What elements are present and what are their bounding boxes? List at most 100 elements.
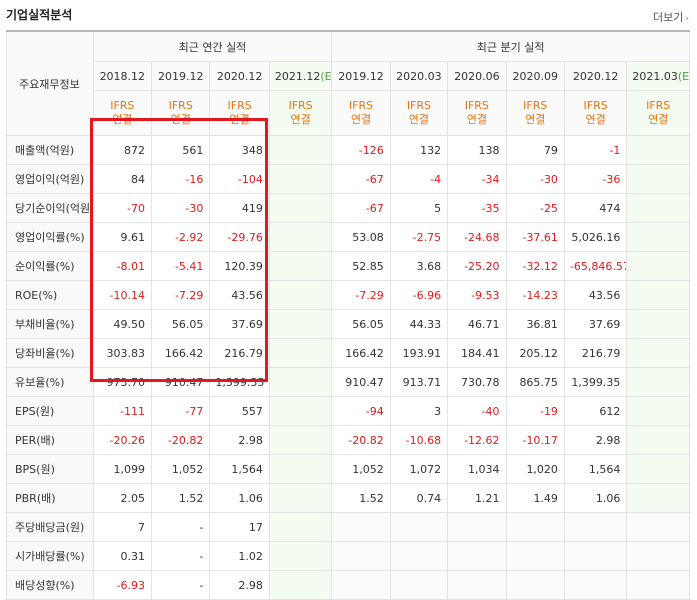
- table-cell: 561: [151, 135, 211, 165]
- table-cell: -30: [505, 164, 565, 194]
- table-cell: 36.81: [505, 309, 565, 339]
- table-cell: -36: [563, 164, 628, 194]
- table-cell: 1,564: [209, 454, 270, 484]
- table-cell: -: [151, 570, 211, 600]
- row-label: 유보율(%): [6, 367, 94, 397]
- table-cell: [626, 570, 690, 600]
- table-cell: -111: [92, 396, 153, 426]
- more-label: 더보기: [653, 11, 684, 24]
- table-cell: [268, 135, 333, 165]
- table-cell: -2.75: [389, 222, 449, 252]
- table-cell: [626, 512, 690, 542]
- period-header: 2020.06: [447, 61, 507, 91]
- row-label: 배당성향(%): [6, 570, 94, 600]
- table-cell: -77: [151, 396, 211, 426]
- table-cell: -5.41: [151, 251, 211, 281]
- table-cell: 5: [389, 193, 449, 223]
- table-cell: [268, 309, 333, 339]
- table-cell: -37.61: [505, 222, 565, 252]
- table-cell: -29.76: [209, 222, 270, 252]
- row-label: BPS(원): [6, 454, 94, 484]
- row-label: 부채비율(%): [6, 309, 94, 339]
- table-cell: 9.61: [92, 222, 153, 252]
- row-label: 매출액(억원): [6, 135, 94, 165]
- table-row: 순이익률(%) -8.01 -5.41 120.39 52.85 3.68 -25.20 -3…: [6, 251, 690, 281]
- table-cell: -20.82: [331, 425, 391, 455]
- table-cell: -10.17: [505, 425, 565, 455]
- row-label: 영업이익률(%): [6, 222, 94, 252]
- table-cell: 1,564: [563, 454, 628, 484]
- row-header-label: 주요재무정보: [6, 30, 94, 136]
- table-cell: 132: [389, 135, 449, 165]
- estimate-marker: (E): [320, 69, 332, 83]
- table-cell: 348: [209, 135, 270, 165]
- table-row: 주당배당금(원) 7-17: [6, 512, 690, 542]
- row-label: PER(배): [6, 425, 94, 455]
- table-cell: [626, 367, 690, 397]
- table-cell: 557: [209, 396, 270, 426]
- table-cell: -24.68: [447, 222, 507, 252]
- ifrs-label: IFRS 연결: [331, 90, 391, 136]
- table-row: BPS(원) 1,099 1,052 1,564 1,052 1,072 1,034 1,02…: [6, 454, 690, 484]
- table-cell: -126: [331, 135, 391, 165]
- table-cell: 5,026.16: [563, 222, 628, 252]
- table-cell: [505, 541, 565, 571]
- table-cell: 612: [563, 396, 628, 426]
- table-cell: [626, 280, 690, 310]
- table-cell: 43.56: [563, 280, 628, 310]
- estimate-marker: (E): [677, 69, 690, 83]
- ifrs-label: IFRS 연결: [563, 90, 628, 136]
- table-cell: 1.21: [447, 483, 507, 513]
- table-cell: 419: [209, 193, 270, 223]
- table-cell: 1.52: [331, 483, 391, 513]
- table-cell: -65,846.57: [563, 251, 628, 281]
- table-cell: [626, 483, 690, 513]
- table-cell: 1,020: [505, 454, 565, 484]
- row-label: ROE(%): [6, 280, 94, 310]
- table-cell: [268, 454, 333, 484]
- table-cell: [331, 570, 391, 600]
- table-cell: [626, 193, 690, 223]
- section-title: 기업실적분석: [6, 8, 73, 22]
- table-cell: 1.06: [563, 483, 628, 513]
- table-cell: 56.05: [331, 309, 391, 339]
- table-cell: 2.98: [209, 570, 270, 600]
- table-cell: [447, 541, 507, 571]
- table-cell: -67: [331, 193, 391, 223]
- table-cell: [626, 396, 690, 426]
- table-cell: 216.79: [209, 338, 270, 368]
- table-cell: 910.47: [331, 367, 391, 397]
- table-cell: 1,072: [389, 454, 449, 484]
- row-label: 순이익률(%): [6, 251, 94, 281]
- table-row: ROE(%) -10.14 -7.29 43.56 -7.29 -6.96 -9.53 -14…: [6, 280, 690, 310]
- table-cell: 973.70: [92, 367, 153, 397]
- table-cell: [268, 483, 333, 513]
- table-cell: [626, 222, 690, 252]
- ifrs-label: IFRS 연결: [626, 90, 690, 136]
- table-cell: 205.12: [505, 338, 565, 368]
- table-cell: -16: [151, 164, 211, 194]
- row-label: 주당배당금(원): [6, 512, 94, 542]
- row-label: EPS(원): [6, 396, 94, 426]
- table-cell: -10.68: [389, 425, 449, 455]
- table-cell: 910.47: [151, 367, 211, 397]
- row-label: 시가배당률(%): [6, 541, 94, 571]
- table-cell: 2.05: [92, 483, 153, 513]
- table-cell: 166.42: [331, 338, 391, 368]
- table-cell: -8.01: [92, 251, 153, 281]
- table-cell: -14.23: [505, 280, 565, 310]
- table-cell: [268, 222, 333, 252]
- row-label: 당기순이익(억원): [6, 193, 94, 223]
- more-link[interactable]: 더보기 ›: [653, 9, 689, 25]
- table-cell: 7: [92, 512, 153, 542]
- period-header: 2020.12: [563, 61, 628, 91]
- table-row: 부채비율(%) 49.50 56.05 37.69 56.05 44.33 46.71 36.…: [6, 309, 690, 339]
- table-cell: [331, 512, 391, 542]
- table-cell: 1.49: [505, 483, 565, 513]
- table-cell: 1,052: [151, 454, 211, 484]
- table-cell: -40: [447, 396, 507, 426]
- table-cell: -25: [505, 193, 565, 223]
- table-cell: [563, 570, 628, 600]
- table-cell: [626, 425, 690, 455]
- table-row: PBR(배) 2.05 1.52 1.06 1.52 0.74 1.21 1.49 1.06: [6, 483, 690, 513]
